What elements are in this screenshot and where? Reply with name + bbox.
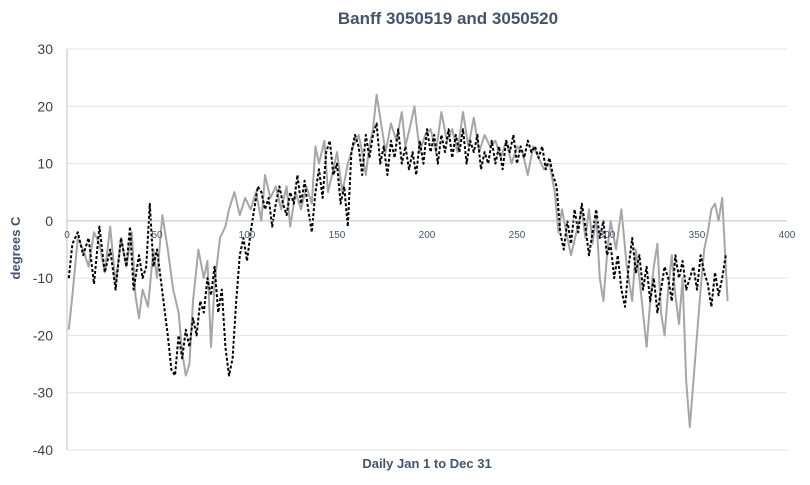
x-tick-label: 200: [419, 230, 436, 241]
y-tick-label: -40: [33, 442, 53, 458]
x-tick-label: 0: [64, 230, 70, 241]
y-tick-label: -30: [33, 385, 53, 401]
x-tick-label: 400: [779, 230, 796, 241]
series-lines: [67, 93, 729, 429]
x-tick-label: 150: [329, 230, 346, 241]
y-tick-label: 30: [37, 41, 53, 57]
x-tick-label: 350: [689, 230, 706, 241]
x-tick-label: 300: [599, 230, 616, 241]
y-tick-label: 20: [37, 98, 53, 114]
y-axis-ticks: 30 20 10 0 -10 -20 -30 -40: [33, 41, 53, 458]
gridlines: [67, 48, 787, 451]
x-tick-label: 100: [239, 230, 256, 241]
series-line-2: [67, 122, 727, 377]
y-tick-label: -10: [33, 270, 53, 286]
y-tick-label: 10: [37, 156, 53, 172]
x-axis-title: Daily Jan 1 to Dec 31: [362, 456, 491, 471]
x-tick-label: 50: [151, 230, 163, 241]
x-axis-ticks: 0 50 100 150 200 250 300 350 400: [64, 230, 796, 241]
y-axis-title: degrees C: [8, 216, 23, 279]
y-tick-label: 0: [45, 213, 53, 229]
chart-title: Banff 3050519 and 3050520: [338, 9, 558, 28]
y-tick-label: -20: [33, 327, 53, 343]
x-tick-label: 250: [509, 230, 526, 241]
series-line-1: [67, 93, 729, 429]
